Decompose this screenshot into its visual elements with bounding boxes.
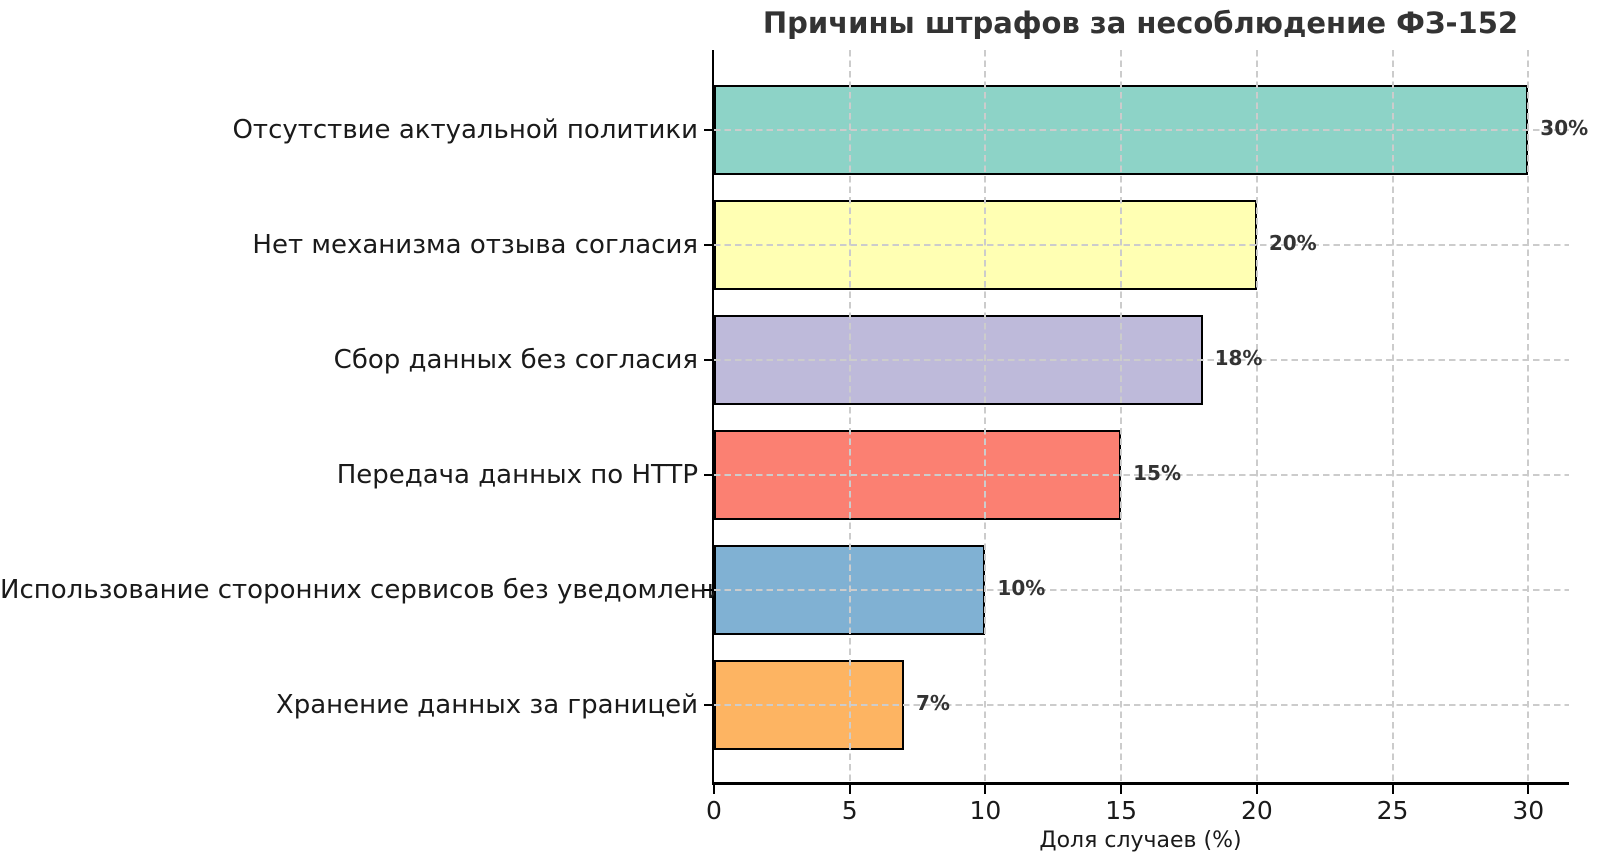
- gridline-horizontal: [714, 473, 1569, 476]
- gridline-horizontal: [714, 128, 1569, 131]
- y-tick-mark: [704, 358, 712, 361]
- x-tick-mark: [713, 785, 715, 794]
- bar-value-label: 18%: [1214, 345, 1263, 370]
- bar-value-label: 15%: [1133, 460, 1182, 485]
- plot-area: 30% 20% 18% 15% 10% 7%: [712, 50, 1588, 785]
- x-tick-label: 25: [1376, 796, 1409, 825]
- y-tick-mark: [704, 703, 712, 706]
- x-tick-mark: [1120, 785, 1123, 794]
- gridline-horizontal: [714, 588, 1569, 591]
- x-axis-title: Доля случаев (%): [1039, 828, 1242, 853]
- y-tick-mark: [704, 243, 712, 246]
- x-tick-label: 10: [969, 796, 1002, 825]
- y-tick-label: Передача данных по HTTP: [336, 459, 698, 490]
- y-tick-mark: [704, 473, 712, 476]
- x-tick-mark: [984, 785, 987, 794]
- x-tick-label: 30: [1512, 796, 1545, 825]
- x-tick-label: 0: [706, 796, 722, 825]
- x-tick-label: 20: [1240, 796, 1273, 825]
- gridline-horizontal: [714, 703, 1569, 706]
- gridline-horizontal: [714, 358, 1569, 361]
- gridline-horizontal: [714, 243, 1569, 246]
- y-tick-mark: [704, 588, 712, 591]
- bar-value-label: 7%: [916, 690, 950, 715]
- y-tick-label: Сбор данных без согласия: [333, 344, 698, 375]
- y-tick-mark: [704, 128, 712, 131]
- gridline-vertical: [1120, 50, 1123, 782]
- gridline-vertical: [1255, 50, 1258, 782]
- y-tick-label: Хранение данных за границей: [275, 689, 698, 720]
- x-tick-label: 15: [1105, 796, 1138, 825]
- x-tick-mark: [1391, 785, 1394, 794]
- x-tick-label: 5: [841, 796, 858, 825]
- x-tick-mark: [1255, 785, 1258, 794]
- bar-value-label: 20%: [1268, 230, 1317, 255]
- y-tick-label: Использование сторонних сервисов без уве…: [0, 574, 740, 605]
- y-tick-label: Нет механизма отзыва согласия: [252, 229, 698, 260]
- gridline-vertical: [1391, 50, 1394, 782]
- gridline-vertical: [1527, 50, 1530, 782]
- x-tick-mark: [848, 785, 851, 794]
- y-tick-label: Отсутствие актуальной политики: [232, 114, 698, 145]
- bar-value-label: 10%: [997, 575, 1046, 600]
- bar-value-label: 30%: [1540, 115, 1589, 140]
- gridline-vertical: [984, 50, 987, 782]
- chart-title: Причины штрафов за несоблюдение ФЗ-152: [762, 6, 1519, 40]
- x-tick-mark: [1527, 785, 1530, 794]
- gridline-vertical: [848, 50, 851, 782]
